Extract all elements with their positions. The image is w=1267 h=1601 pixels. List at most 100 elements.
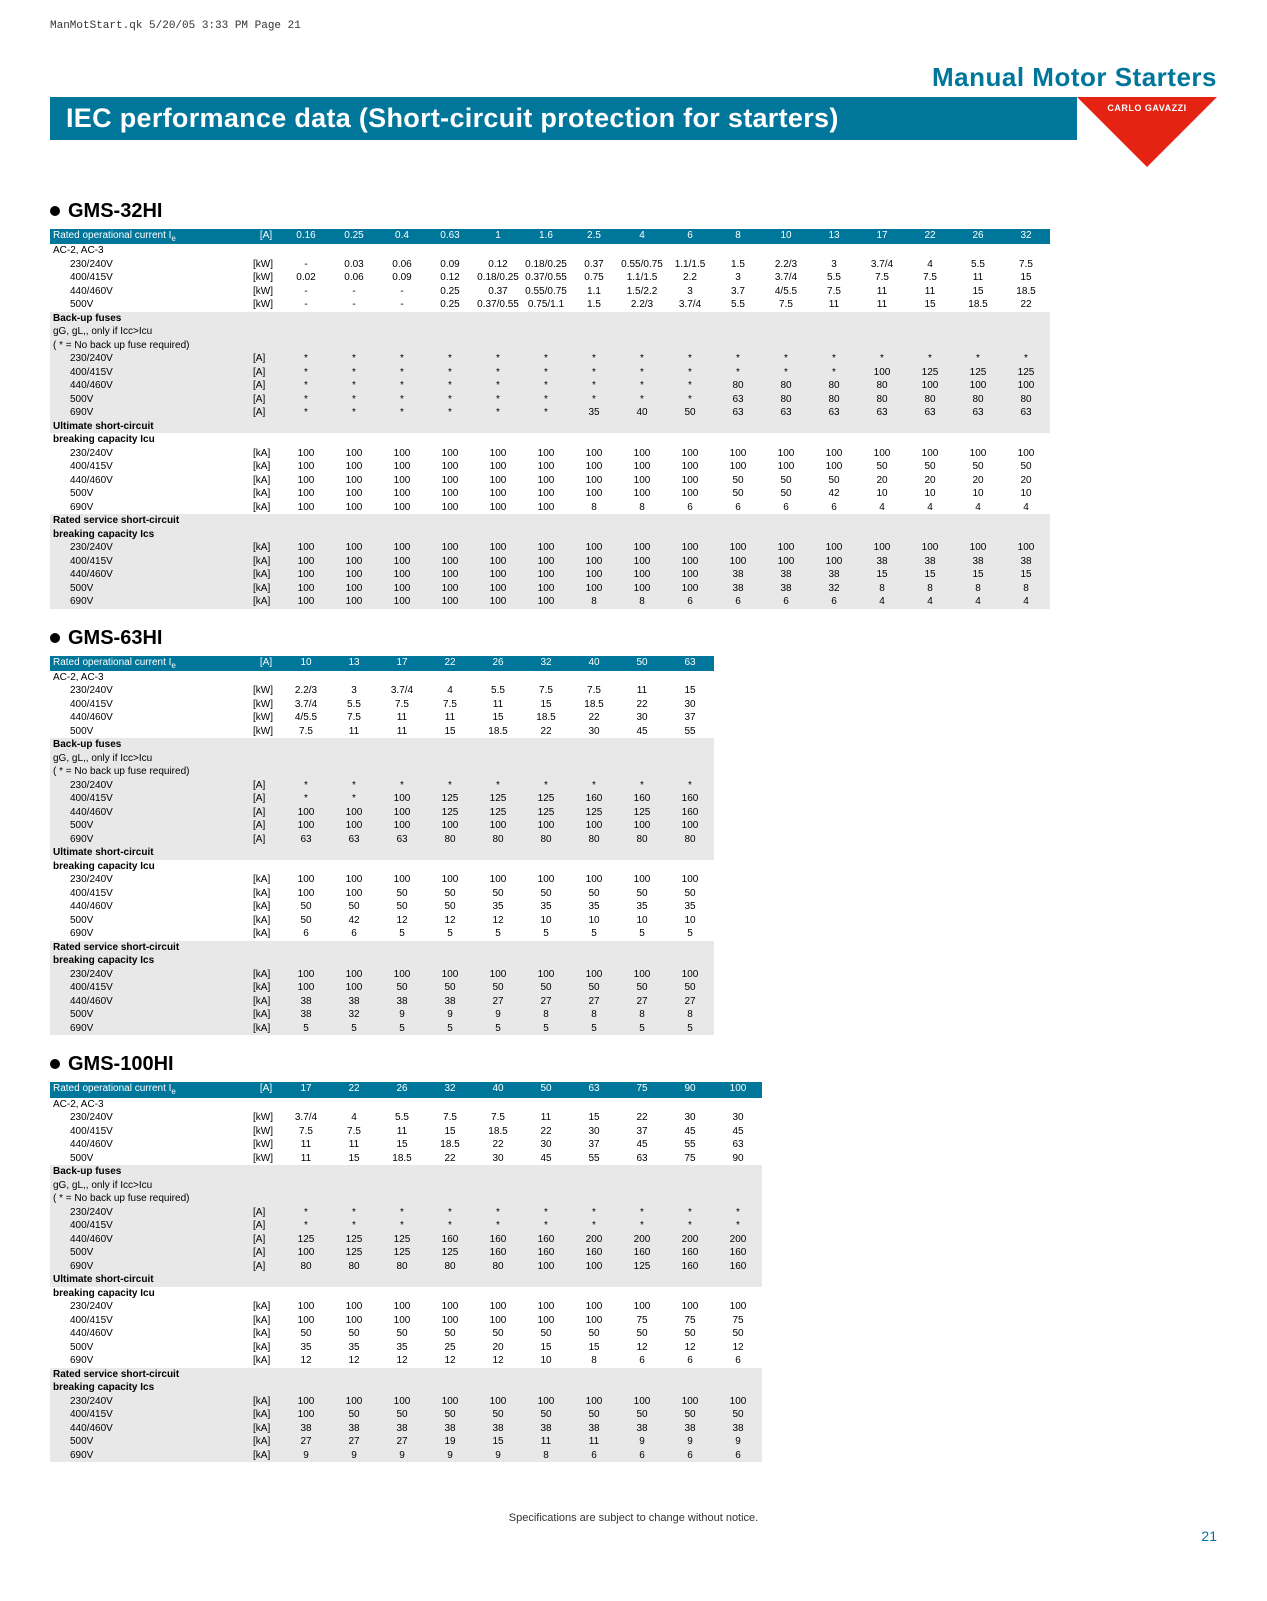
value-cell: 7.5 [522, 684, 570, 698]
value-cell: 100 [426, 1314, 474, 1328]
value-cell: * [426, 393, 474, 407]
value-cell: 80 [474, 833, 522, 847]
value-cell: 100 [570, 873, 618, 887]
value-cell: 100 [666, 582, 714, 596]
unit-cell: [kA] [250, 555, 282, 569]
value-cell: * [330, 1219, 378, 1233]
value-cell: 50 [954, 460, 1002, 474]
value-cell: 125 [906, 366, 954, 380]
table-row: 400/415V[kW]3.7/45.57.57.5111518.52230 [50, 698, 714, 712]
value-cell: 100 [1002, 447, 1050, 461]
unit-cell: [kA] [250, 501, 282, 515]
value-cell: * [282, 406, 330, 420]
value-cell: 100 [474, 568, 522, 582]
value-cell: 0.25 [426, 285, 474, 299]
value-cell: 0.37/0.55 [474, 298, 522, 312]
table-row: 500V[kW]7.511111518.522304555 [50, 725, 714, 739]
value-cell: 100 [954, 541, 1002, 555]
value-cell: 125 [570, 806, 618, 820]
value-cell: 12 [378, 1354, 426, 1368]
value-cell: * [954, 352, 1002, 366]
value-cell: 80 [858, 393, 906, 407]
unit-cell: [kA] [250, 968, 282, 982]
voltage-label: 500V [50, 1435, 250, 1449]
voltage-label: 440/460V [50, 900, 250, 914]
voltage-label: 400/415V [50, 981, 250, 995]
value-cell: 9 [666, 1435, 714, 1449]
value-cell: 100 [330, 887, 378, 901]
value-cell: 100 [426, 968, 474, 982]
value-cell: 100 [570, 1300, 618, 1314]
voltage-label: 690V [50, 1354, 250, 1368]
unit-cell: [kA] [250, 1008, 282, 1022]
value-cell: 50 [522, 1327, 570, 1341]
col-head: 22 [906, 229, 954, 244]
value-cell: 80 [810, 393, 858, 407]
unit-cell: [kA] [250, 914, 282, 928]
value-cell: 11 [330, 1138, 378, 1152]
voltage-label: 400/415V [50, 1314, 250, 1328]
value-cell: 11 [330, 725, 378, 739]
voltage-label: 440/460V [50, 285, 250, 299]
value-cell: 200 [666, 1233, 714, 1247]
table-header-row: Rated operational current Ie[A]101317222… [50, 656, 714, 671]
value-cell: 63 [282, 833, 330, 847]
value-cell: 4/5.5 [282, 711, 330, 725]
value-cell: 3.7/4 [282, 698, 330, 712]
value-cell: 30 [474, 1152, 522, 1166]
value-cell: 50 [666, 1327, 714, 1341]
table-row: 690V[kA]1001001001001001008866664444 [50, 501, 1050, 515]
value-cell: * [282, 1219, 330, 1233]
value-cell: 100 [522, 1314, 570, 1328]
unit-cell: [kA] [250, 1422, 282, 1436]
value-cell: 100 [426, 1395, 474, 1409]
value-cell: 0.18/0.25 [474, 271, 522, 285]
value-cell: 100 [522, 568, 570, 582]
value-cell: 125 [474, 806, 522, 820]
unit-cell: [kA] [250, 568, 282, 582]
value-cell: 50 [474, 1408, 522, 1422]
value-cell: 32 [330, 1008, 378, 1022]
value-cell: 11 [378, 711, 426, 725]
value-cell: 100 [282, 1408, 330, 1422]
value-cell: 100 [474, 595, 522, 609]
value-cell: 80 [426, 1260, 474, 1274]
ac-label: AC-2, AC-3 [50, 671, 714, 685]
value-cell: 100 [426, 873, 474, 887]
value-cell: 3 [330, 684, 378, 698]
value-cell: 5 [474, 1022, 522, 1036]
value-cell: 125 [522, 792, 570, 806]
unit-cell: [kA] [250, 900, 282, 914]
value-cell: 100 [330, 1395, 378, 1409]
value-cell: 100 [1002, 541, 1050, 555]
value-cell: 80 [666, 833, 714, 847]
value-cell: 100 [282, 1395, 330, 1409]
value-cell: * [330, 352, 378, 366]
value-cell: 50 [330, 1327, 378, 1341]
value-cell: 160 [570, 792, 618, 806]
voltage-label: 440/460V [50, 1327, 250, 1341]
value-cell: 15 [426, 725, 474, 739]
value-cell: 100 [282, 873, 330, 887]
value-cell: 38 [378, 1422, 426, 1436]
value-cell: 6 [714, 595, 762, 609]
section-label: Rated service short-circuit [50, 1368, 762, 1382]
value-cell: 100 [570, 447, 618, 461]
note-row: gG, gL,, only if Icc>Icu [50, 752, 714, 766]
col-head: 90 [666, 1082, 714, 1097]
value-cell: 80 [282, 1260, 330, 1274]
value-cell: 100 [570, 541, 618, 555]
value-cell: 7.5 [858, 271, 906, 285]
value-cell: * [810, 352, 858, 366]
value-cell: 160 [522, 1233, 570, 1247]
section-sublabel: breaking capacity Ics [50, 1381, 762, 1395]
table-row: 500V[kW]---0.250.37/0.550.75/1.11.52.2/3… [50, 298, 1050, 312]
unit-cell: [kA] [250, 1354, 282, 1368]
value-cell: 35 [570, 406, 618, 420]
unit-cell: [kW] [250, 711, 282, 725]
col-head: 50 [522, 1082, 570, 1097]
value-cell: 0.75/1.1 [522, 298, 570, 312]
value-cell: * [618, 1206, 666, 1220]
value-cell: 80 [954, 393, 1002, 407]
value-cell: 5 [426, 927, 474, 941]
